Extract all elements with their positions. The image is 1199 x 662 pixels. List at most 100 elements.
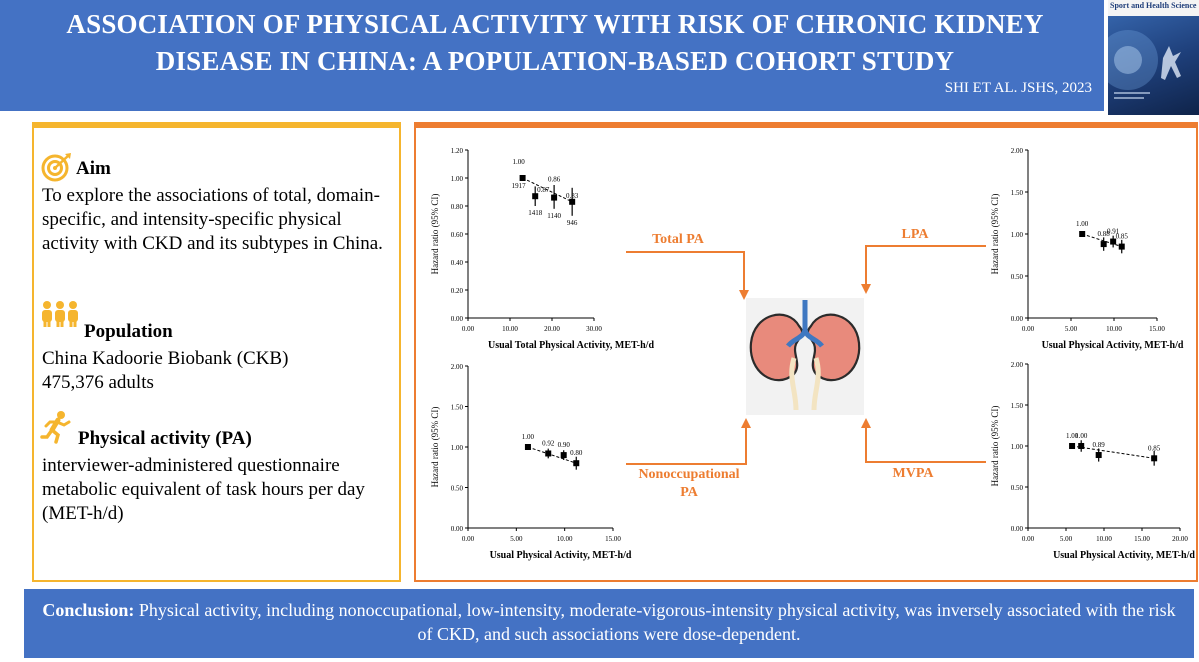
data-label: 0.85 (1148, 444, 1161, 452)
arrow-lpa (865, 245, 986, 288)
y-axis-label: Hazard ratio (95% CI) (990, 194, 1000, 275)
label-nonoccupational-2: PA (680, 485, 699, 500)
citation: SHI ET AL. JSHS, 2023 (944, 80, 1092, 96)
trend-line (522, 177, 573, 203)
data-point (1078, 443, 1085, 449)
x-tick-label: 0.00 (462, 325, 475, 333)
y-tick-label: 1.00 (451, 175, 464, 183)
x-tick-label: 20.00 (1172, 535, 1188, 543)
x-tick-label: 5.00 (1065, 325, 1078, 333)
data-label: 1.00 (522, 433, 535, 441)
data-label: 0.92 (542, 439, 555, 447)
arrow-total (626, 251, 745, 294)
arrowhead-lpa (861, 284, 871, 294)
x-tick-label: 0.00 (1022, 535, 1035, 543)
y-tick-label: 1.00 (451, 444, 464, 452)
chart-total-pa: 0.00 0.20 0.40 0.60 0.80 1.00 1.20 0.00 10.00 20.… (430, 147, 654, 351)
label-lpa: LPA (902, 227, 930, 242)
summary-panel: Aim To explore the associations of total… (32, 122, 401, 582)
trend-line (1082, 233, 1122, 248)
x-axis-label: Usual Physical Activity, MET-h/d (1053, 550, 1195, 561)
data-point (532, 193, 539, 200)
data-label: 1.00 (512, 158, 525, 166)
y-tick-label: 2.00 (1011, 361, 1024, 369)
conclusion-text: Physical activity, including nonoccupati… (134, 600, 1176, 644)
page-title: ASSOCIATION OF PHYSICAL ACTIVITY WITH RI… (10, 6, 1100, 80)
x-tick-label: 20.00 (544, 325, 560, 333)
x-tick-label: 0.00 (462, 535, 475, 543)
y-tick-label: 0.00 (451, 525, 464, 533)
count-label: 1917 (512, 182, 526, 190)
data-label: 0.86 (548, 176, 561, 184)
data-point (1151, 455, 1158, 462)
x-tick-label: 30.00 (586, 325, 602, 333)
data-point (560, 452, 567, 459)
x-tick-label: 15.00 (1149, 325, 1165, 333)
arrowhead-total (739, 290, 749, 300)
population-line-1: China Kadoorie Biobank (CKB) (42, 348, 289, 369)
results-graphic: 0.00 0.20 0.40 0.60 0.80 1.00 1.20 0.00 10.00 20.… (430, 147, 1195, 561)
count-label: 1418 (528, 209, 543, 217)
trend-line (527, 446, 577, 464)
data-point (569, 198, 576, 205)
data-point (551, 194, 558, 201)
aim-heading: Aim (76, 158, 111, 179)
arrowhead-mvpa (861, 418, 871, 428)
conclusion-banner: Conclusion: Physical activity, including… (24, 589, 1194, 658)
chart-mvpa: 0.00 0.50 1.00 1.50 2.00 0.00 5.00 10.00 15.00 20… (990, 361, 1195, 561)
y-tick-label: 1.50 (1011, 402, 1024, 410)
aim-text: To explore the associations of total, do… (42, 185, 383, 254)
data-label: 0.83 (566, 192, 579, 200)
target-icon (41, 153, 71, 182)
conclusion-label: Conclusion: (42, 600, 135, 620)
journal-cover-art (1108, 30, 1181, 99)
x-tick-label: 15.00 (1134, 535, 1150, 543)
x-tick-label: 5.00 (510, 535, 523, 543)
y-tick-label: 0.00 (1011, 525, 1024, 533)
population-heading: Population (84, 321, 173, 342)
data-point (1069, 443, 1076, 449)
data-point (1100, 241, 1107, 248)
data-label: 0.88 (1098, 230, 1111, 238)
x-tick-label: 0.00 (1022, 325, 1035, 333)
y-tick-label: 0.20 (451, 287, 464, 295)
pa-line-1: interviewer-administered questionnaire (42, 455, 340, 476)
y-tick-label: 1.50 (451, 404, 464, 412)
x-axis-label: Usual Total Physical Activity, MET-h/d (488, 340, 654, 351)
data-label: 0.91 (1107, 228, 1120, 236)
data-label: 0.90 (558, 441, 571, 449)
y-axis-label: Hazard ratio (95% CI) (430, 407, 440, 488)
label-nonoccupational-1: Nonoccupational (638, 467, 739, 482)
data-point (1079, 231, 1086, 237)
y-tick-label: 0.50 (1011, 273, 1024, 281)
data-label: 1.00 (1066, 432, 1079, 440)
data-point (1110, 238, 1117, 245)
chart-lpa: 0.00 0.50 1.00 1.50 2.00 0.00 5.00 10.00 15.00 Ha… (990, 147, 1184, 351)
x-axis-label: Usual Physical Activity, MET-h/d (1042, 340, 1184, 351)
journal-cover-image: Sport and Health Science (1108, 0, 1199, 115)
data-point (519, 175, 526, 181)
x-axis-label: Usual Physical Activity, MET-h/d (490, 550, 632, 561)
label-mvpa: MVPA (893, 466, 935, 481)
y-tick-label: 0.00 (451, 315, 464, 323)
count-label: 946 (567, 219, 578, 227)
x-tick-label: 10.00 (1106, 325, 1122, 333)
y-tick-label: 0.50 (1011, 484, 1024, 492)
arrowhead-nonoccupational (741, 418, 751, 428)
trend-line (1072, 445, 1155, 459)
y-tick-label: 1.00 (1011, 443, 1024, 451)
label-total-pa: Total PA (652, 232, 705, 247)
runner-icon (40, 411, 71, 444)
y-tick-label: 0.60 (451, 231, 464, 239)
y-tick-label: 1.50 (1011, 189, 1024, 197)
data-point (573, 460, 580, 467)
results-panel: 0.00 0.20 0.40 0.60 0.80 1.00 1.20 0.00 10.00 20.… (414, 122, 1198, 582)
data-point (524, 444, 531, 450)
data-point (1095, 452, 1102, 459)
title-line-1: ASSOCIATION OF PHYSICAL ACTIVITY WITH RI… (66, 9, 1044, 39)
arrow-nonoccupational (626, 424, 747, 465)
data-label: 0.80 (570, 449, 583, 457)
arrow-mvpa (865, 424, 986, 463)
pa-heading: Physical activity (PA) (78, 428, 252, 449)
data-point (545, 450, 552, 457)
